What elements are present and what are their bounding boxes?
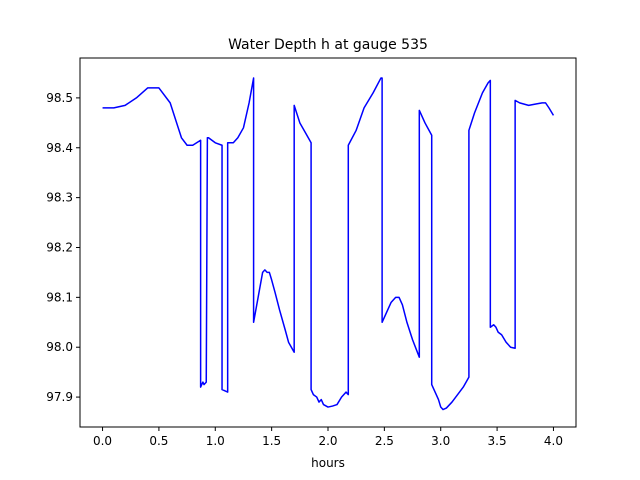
x-axis: 0.0 0.5 1.0 1.5 2.0 2.5 3.0 3.5 4.0 bbox=[93, 427, 563, 448]
series-line-0 bbox=[102, 77, 555, 411]
y-tick-label: 98.0 bbox=[46, 340, 73, 354]
x-tick-label: 2.0 bbox=[318, 434, 337, 448]
y-tick-label: 98.5 bbox=[46, 91, 73, 105]
plot-area bbox=[102, 77, 555, 411]
y-axis: 97.9 98.0 98.1 98.2 98.3 98.4 98.5 bbox=[46, 91, 80, 404]
x-tick-label: 3.0 bbox=[431, 434, 450, 448]
x-tick-label: 4.0 bbox=[544, 434, 563, 448]
plot-frame bbox=[79, 57, 577, 428]
y-tick-label: 97.9 bbox=[46, 390, 73, 404]
x-tick-label: 1.0 bbox=[206, 434, 225, 448]
y-tick-label: 98.3 bbox=[46, 191, 73, 205]
chart-title: Water Depth h at gauge 535 bbox=[228, 37, 428, 53]
x-tick-label: 0.0 bbox=[93, 434, 112, 448]
x-tick-label: 3.5 bbox=[488, 434, 507, 448]
x-tick-label: 0.5 bbox=[149, 434, 168, 448]
y-tick-label: 98.2 bbox=[46, 240, 73, 254]
x-axis-label: hours bbox=[311, 456, 345, 470]
y-tick-label: 98.4 bbox=[46, 141, 73, 155]
x-tick-label: 1.5 bbox=[262, 434, 281, 448]
x-tick-label: 2.5 bbox=[375, 434, 394, 448]
y-tick-label: 98.1 bbox=[46, 290, 73, 304]
